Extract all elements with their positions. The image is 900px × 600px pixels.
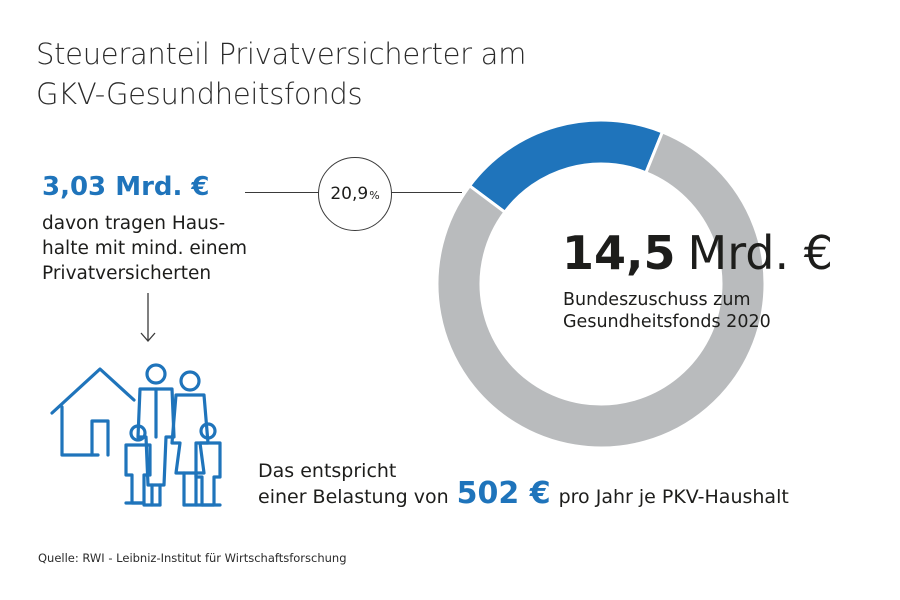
donut-slice-privately-insured xyxy=(467,120,665,215)
source-note: Quelle: RWI - Leibniz-Institut für Wirts… xyxy=(38,551,347,565)
donut-chart xyxy=(437,120,765,448)
description-line-3: Privatversicherten xyxy=(42,263,212,284)
description-line-2: halte mit mind. einem xyxy=(42,238,248,259)
equivalence-text: Das entspricht xyxy=(258,460,397,482)
federal-subsidy-amount: 14,5 Mrd. € xyxy=(562,226,833,280)
burden-prefix: einer Belastung von xyxy=(258,486,449,508)
title-line-2: GKV-Gesundheitsfonds xyxy=(36,77,363,111)
description-line-1: davon tragen Haus- xyxy=(42,213,226,234)
down-arrow-icon xyxy=(140,293,156,342)
title-line-1: Steueranteil Privatversicherter am xyxy=(36,37,527,71)
percentage-unit: % xyxy=(369,189,380,202)
house-icon xyxy=(50,367,136,457)
page-title: Steueranteil Privatversicherter am GKV-G… xyxy=(36,34,656,114)
privately-insured-description: davon tragen Haus- halte mit mind. einem… xyxy=(42,211,257,286)
federal-subsidy-unit: Mrd. € xyxy=(687,226,834,280)
federal-subsidy-number: 14,5 xyxy=(562,226,676,280)
donut-slice-remainder xyxy=(437,129,765,448)
percentage-value: 20,9 xyxy=(330,184,369,204)
burden-suffix: pro Jahr je PKV-Haushalt xyxy=(558,486,789,508)
subsidy-description-line-1: Bundeszuschuss zum xyxy=(563,290,751,310)
federal-subsidy-description: Bundeszuschuss zum Gesundheitsfonds 2020 xyxy=(563,289,823,333)
family-icon xyxy=(50,363,222,507)
subsidy-description-line-2: Gesundheitsfonds 2020 xyxy=(563,312,771,332)
burden-statement: einer Belastung von 502 € pro Jahr je PK… xyxy=(258,476,789,511)
privately-insured-amount: 3,03 Mrd. € xyxy=(42,172,210,202)
percentage-callout: 20,9 % xyxy=(318,157,392,231)
burden-value: 502 € xyxy=(456,476,551,511)
